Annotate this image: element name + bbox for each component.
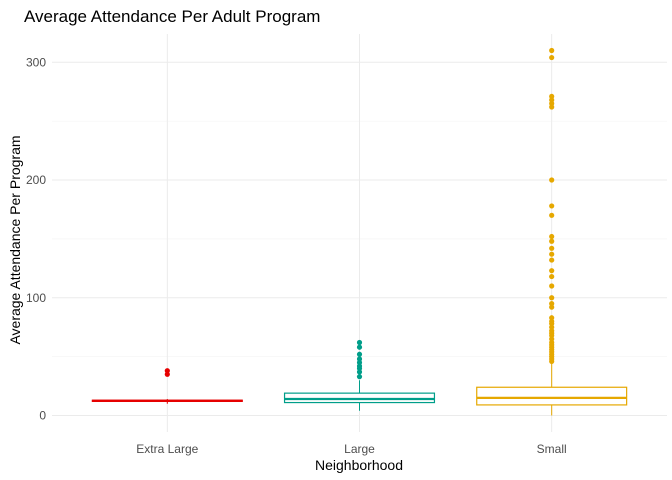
outlier-point [549,251,555,257]
outlier-point [356,374,363,380]
outlier-point [356,351,363,357]
x-tick-label: Extra Large [136,442,198,456]
x-axis-ticks: Extra Large Large Small [136,442,566,456]
outlier-point [549,233,555,240]
chart-title: Average Attendance Per Adult Program [24,7,320,26]
outlier-point [549,245,555,251]
box-extra-large [91,368,243,404]
box-large [283,339,436,411]
outlier-point [549,273,555,280]
y-tick-label: 300 [26,55,46,69]
outlier-point [549,54,555,61]
y-axis-ticks: 0 100 200 300 [26,55,46,422]
box-plots [91,47,628,416]
outlier-point [549,315,555,321]
outlier-point [549,47,555,54]
outlier-point [356,344,363,350]
x-axis-title: Neighborhood [315,457,403,473]
box-body [476,386,628,406]
outlier-point [549,238,555,244]
outlier-point [356,356,363,362]
outlier-point [549,268,555,274]
box-body [283,392,436,404]
outlier-point [356,339,363,346]
outlier-point [549,301,555,307]
x-tick-label: Small [537,442,567,456]
outlier-point [164,368,170,374]
y-tick-label: 0 [39,409,46,423]
outlier-point [549,295,555,301]
box-small [476,47,628,416]
outlier-point [549,283,555,289]
y-axis-title: Average Attendance Per Program [7,135,23,344]
outlier-point [549,93,555,100]
outlier-point [549,212,555,218]
x-tick-label: Large [344,442,375,456]
outlier-point [549,257,555,263]
y-tick-label: 200 [26,173,46,187]
y-tick-label: 100 [26,291,46,305]
outlier-point [549,177,555,183]
outlier-point [549,203,555,209]
